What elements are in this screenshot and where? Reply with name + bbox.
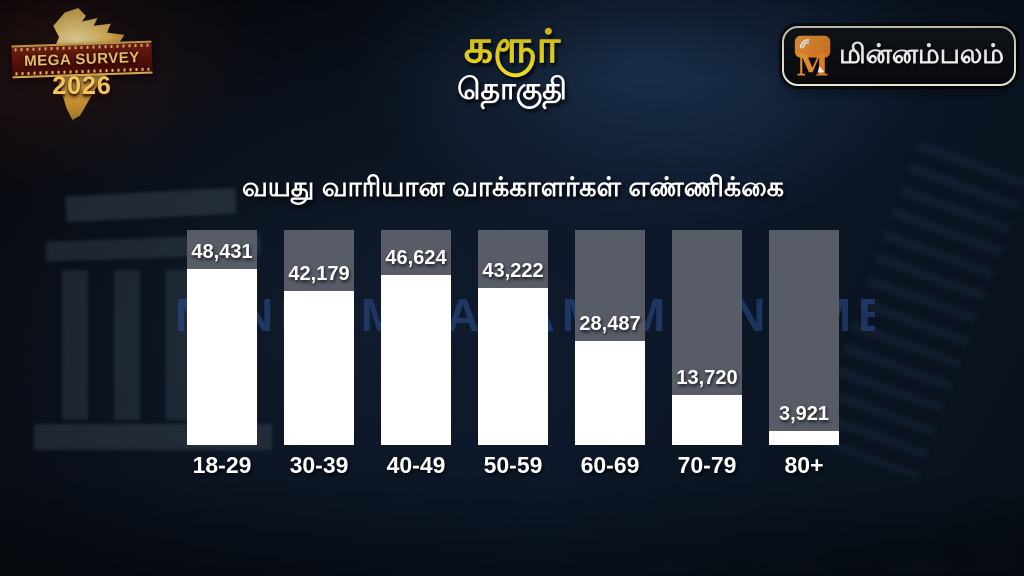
minnambalam-m-icon: M [794, 35, 831, 82]
bar-category-label: 18-29 [192, 452, 252, 478]
page-title: கரூர் தொகுதி [0, 22, 1024, 106]
bar-value-label: 48,431 [191, 240, 253, 263]
badge-year: 2026 [52, 72, 112, 100]
bar-column: 3,921 80+ [769, 230, 839, 478]
bar-column: 13,720 70-79 [672, 230, 742, 478]
constituency-name: கரூர் [463, 20, 561, 72]
bar-category-label: 70-79 [677, 452, 737, 478]
constituency-subtitle: தொகுதி [457, 73, 567, 107]
bar-category-label: 80+ [784, 452, 824, 478]
bar-column: 28,487 60-69 [575, 230, 645, 478]
channel-logo: M மின்னம்பலம் [782, 26, 1016, 86]
bar-fill [769, 430, 839, 445]
bar-track [769, 230, 839, 445]
bar-column: 42,179 30-39 [284, 230, 354, 478]
bar-category-label: 40-49 [386, 452, 446, 478]
channel-name: மின்னம்பலம் [839, 38, 1004, 69]
bar-fill [381, 275, 451, 445]
bar-category-label: 60-69 [580, 452, 640, 478]
bar-fill [672, 395, 742, 445]
bar-column: 43,222 50-59 [478, 230, 548, 478]
bar-fill [187, 268, 257, 445]
chart-title: வயது வாரியான வாக்காளர்கள் எண்ணிக்கை [241, 172, 785, 202]
mega-survey-badge: MEGA SURVEY 2026 [11, 6, 153, 124]
bar-category-label: 50-59 [483, 452, 543, 478]
bar-column: 46,624 40-49 [381, 230, 451, 478]
bar-columns: 48,431 18-29 42,179 30-39 46,624 40-49 43,222 5… [187, 230, 839, 478]
bar-value-label: 3,921 [778, 402, 830, 425]
bar-value-label: 46,624 [385, 247, 447, 270]
crowd-silhouette [604, 456, 1024, 576]
bar-value-label: 28,487 [579, 313, 641, 336]
bar-value-label: 43,222 [482, 259, 544, 282]
bar-chart: MINNAMBALAM MINNAMBALAM 48,43118-2942,17… [175, 230, 875, 478]
svg-text:M: M [796, 47, 829, 82]
bar-category-label: 30-39 [289, 452, 349, 478]
bar-fill [575, 341, 645, 445]
bar-value-label: 13,720 [676, 367, 738, 390]
bar-fill [478, 287, 548, 445]
bar-value-label: 42,179 [288, 263, 350, 286]
bar-fill [284, 291, 354, 445]
bar-column: 48,431 18-29 [187, 230, 257, 478]
